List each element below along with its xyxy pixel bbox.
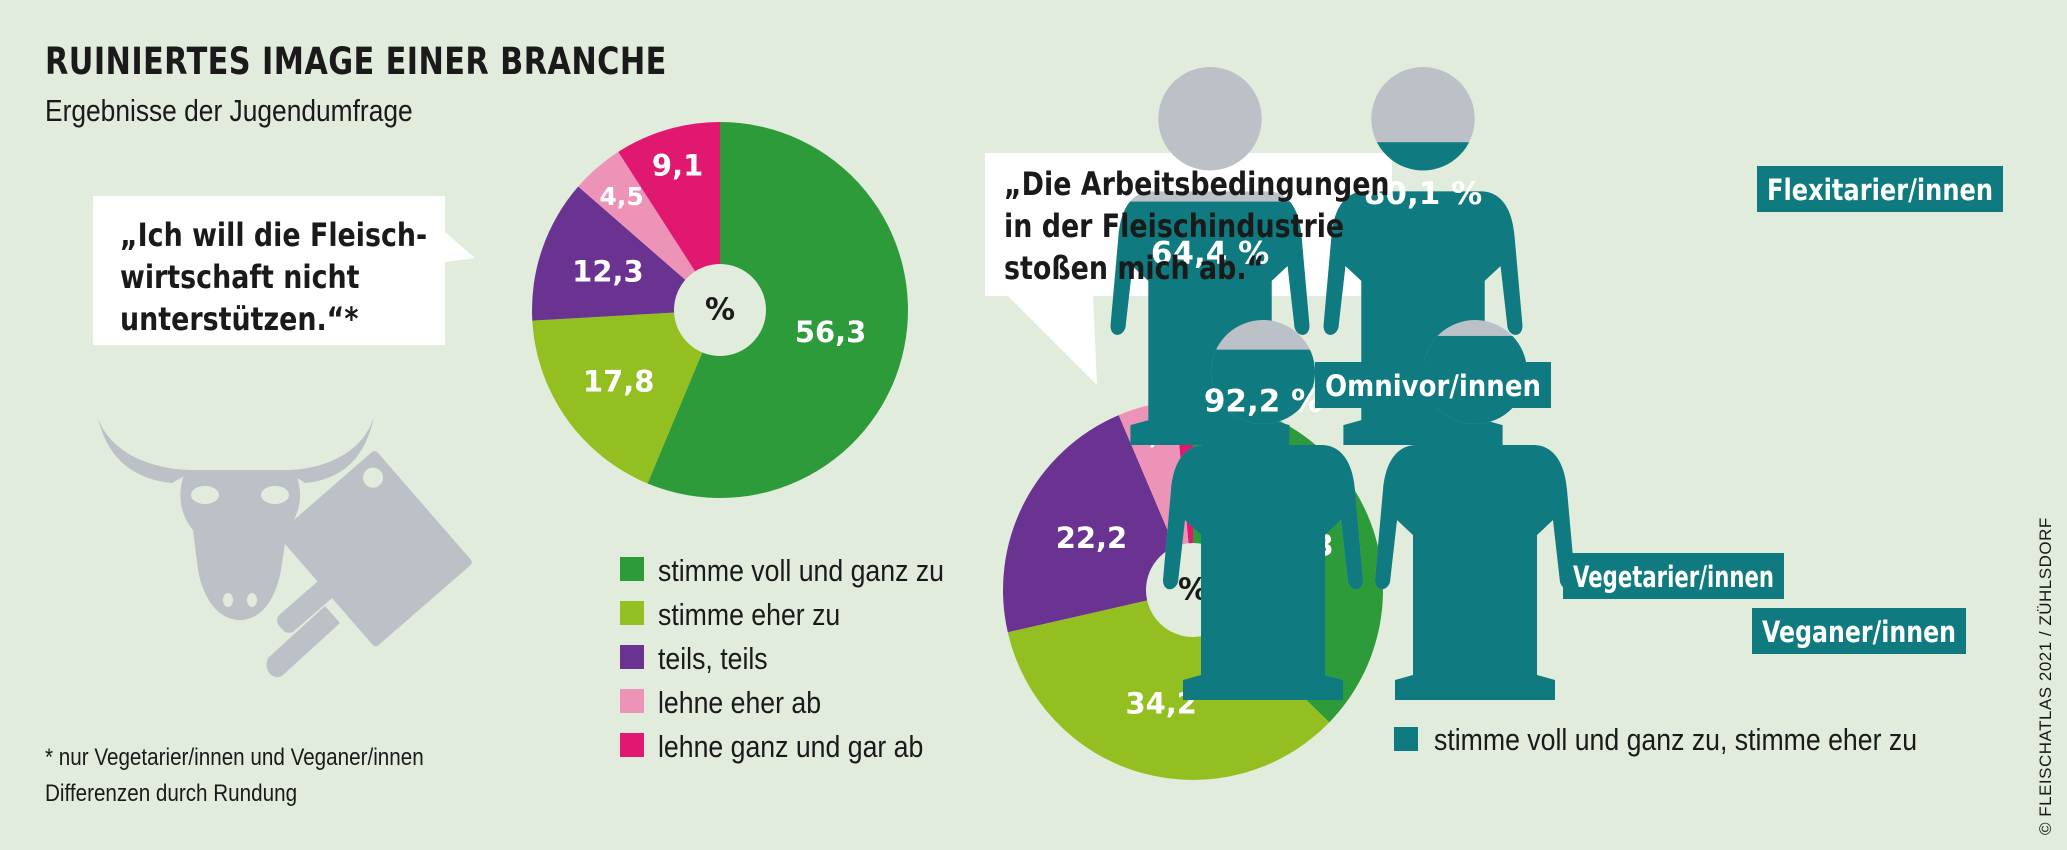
bubble-right-line: „Die Arbeitsbedingungen xyxy=(1004,165,1390,203)
category-tag xyxy=(1757,166,2003,212)
legend-swatch-neutral xyxy=(620,645,644,669)
person-bar-chart: 64,4 %80,1 %92,2 %95,8 %Omnivor/innenFle… xyxy=(1110,67,2003,700)
pie-center-hole xyxy=(674,264,766,356)
category-tag xyxy=(1563,553,1784,599)
credit: © FLEISCHATLAS 2021 / ZÜHLSDORF xyxy=(2036,517,2055,835)
speech-bubble-left xyxy=(93,196,475,345)
legend-label: stimme eher zu xyxy=(658,597,841,632)
pie-data-label: 12,3 xyxy=(572,255,644,289)
teal-legend-label: stimme voll und ganz zu, stimme eher zu xyxy=(1434,722,1918,757)
pie-slice xyxy=(532,186,720,321)
pie-data-label: 17,8 xyxy=(583,365,655,399)
bubble-right-line: in der Fleischindustrie xyxy=(1004,207,1345,245)
cleaver-handle xyxy=(266,606,340,678)
bubble-text-left: „Ich will die Fleisch- wirtschaft nicht … xyxy=(120,214,427,340)
legend-swatch-strongly-agree xyxy=(620,557,644,581)
footnote: * nur Vegetarier/innen und Veganer/innen… xyxy=(45,740,424,812)
bubble-right-line: stoßen mich ab.“ xyxy=(1004,249,1265,287)
bubble-left-line: unterstützen.“* xyxy=(120,300,359,338)
bubble-text-right: „Die Arbeitsbedingungen in der Fleischin… xyxy=(1004,163,1390,289)
category-label: Flexitarier/innen xyxy=(1767,173,1993,207)
person-value-label: 92,2 % xyxy=(1204,384,1322,420)
pie-data-label: 4,5 xyxy=(599,182,643,211)
pie-data-label: 9,1 xyxy=(652,149,703,183)
pie-slice xyxy=(618,122,720,310)
page-title: RUINIERTES IMAGE EINER BRANCHE xyxy=(45,40,667,83)
legend-label: stimme voll und ganz zu xyxy=(658,553,944,588)
footnote-line: Differenzen durch Rundung xyxy=(45,780,298,807)
bubble-left-line: wirtschaft nicht xyxy=(120,258,360,296)
legend-swatch-agree xyxy=(620,601,644,625)
pie-slice xyxy=(532,310,720,484)
category-tag xyxy=(1315,362,1551,408)
category-tag xyxy=(1752,608,1966,654)
legend-swatch-teal xyxy=(1394,727,1418,751)
person-value-label: 64,4 % xyxy=(1151,235,1269,271)
pie-data-label: 56,3 xyxy=(795,315,867,349)
legend-swatch-disagree xyxy=(620,689,644,713)
pie-slice xyxy=(1002,415,1193,633)
category-label: Veganer/innen xyxy=(1762,615,1956,649)
legend-swatch-strongly-disagree xyxy=(620,733,644,757)
pie-slice xyxy=(647,122,908,498)
pie-chart-left: 56,3 17,8 12,3 4,5 9,1% xyxy=(532,122,908,498)
person-value-label: 80,1 % xyxy=(1364,176,1482,212)
bubble-left-line: „Ich will die Fleisch- xyxy=(120,216,428,254)
page-subtitle: Ergebnisse der Jugendumfrage xyxy=(45,93,413,128)
footnote-line: * nur Vegetarier/innen und Veganer/innen xyxy=(45,744,424,771)
cleaver-icon xyxy=(277,451,472,647)
cow-skull-icon xyxy=(98,416,374,620)
legend-label: lehne ganz und gar ab xyxy=(658,729,924,764)
pie-center-label: % xyxy=(705,293,735,328)
pie-slice xyxy=(578,151,720,310)
legend-label: lehne eher ab xyxy=(658,685,822,720)
category-label: Vegetarier/innen xyxy=(1573,560,1774,594)
pie-data-label: 22,2 xyxy=(1056,521,1128,555)
legend-label: teils, teils xyxy=(658,641,768,676)
pie-slice xyxy=(1007,590,1330,781)
category-label: Omnivor/innen xyxy=(1325,369,1541,403)
